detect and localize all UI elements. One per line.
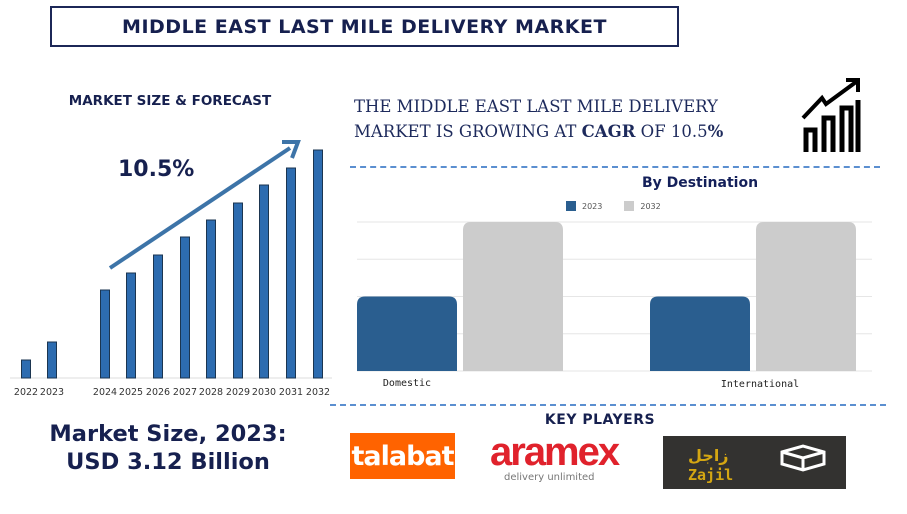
bar-2029 bbox=[233, 202, 243, 379]
talabat-logo: talabat bbox=[350, 433, 455, 479]
box-icon bbox=[780, 444, 826, 472]
market-size: Market Size, 2023: USD 3.12 Billion bbox=[18, 420, 318, 476]
bar-chart-trend-up-icon bbox=[801, 78, 861, 152]
headline-cagr: CAGR bbox=[581, 122, 636, 141]
forecast-heading: MARKET SIZE & FORECAST bbox=[68, 93, 272, 109]
headline-line-2: MARKET IS GROWING AT CAGR OF 10.5% bbox=[354, 119, 723, 144]
x-tick-label: 2026 bbox=[146, 387, 170, 398]
bar-2022 bbox=[21, 359, 31, 379]
legend-swatch bbox=[624, 201, 635, 211]
x-tick-label: 2024 bbox=[93, 387, 117, 398]
cagr-annotation: 10.5% bbox=[118, 157, 195, 182]
bar-international-2032 bbox=[756, 222, 856, 371]
divider bbox=[330, 404, 886, 406]
legend-swatch bbox=[566, 201, 576, 211]
x-category-label: International bbox=[721, 379, 799, 390]
aramex-wordmark: aramex bbox=[490, 430, 620, 474]
legend-label: 2032 bbox=[640, 201, 661, 211]
page-title: MIDDLE EAST LAST MILE DELIVERY MARKET bbox=[50, 6, 679, 47]
bar-2030 bbox=[259, 184, 269, 379]
market-size-value: USD 3.12 Billion bbox=[66, 449, 270, 475]
headline-percent: % bbox=[707, 122, 724, 141]
zajil-arabic: زاجل bbox=[688, 446, 729, 465]
x-tick-label: 2025 bbox=[119, 387, 143, 398]
key-players-title: KEY PLAYERS bbox=[544, 412, 656, 428]
headline-text: OF 10.5 bbox=[635, 122, 708, 141]
bar-2025 bbox=[126, 272, 136, 379]
bar-2026 bbox=[153, 254, 163, 379]
x-tick-label: 2022 bbox=[14, 387, 38, 398]
destination-chart-title: By Destination bbox=[641, 175, 759, 191]
zajil-logo: زاجل Zajil bbox=[663, 436, 846, 489]
x-category-label: Domestic bbox=[383, 378, 431, 389]
destination-bar-chart: Domestic International bbox=[357, 221, 872, 390]
bar-2023 bbox=[47, 341, 57, 379]
bar-international-2023 bbox=[650, 296, 750, 371]
bar-2031 bbox=[286, 167, 296, 379]
market-size-label: Market Size, 2023: bbox=[49, 421, 287, 447]
bar-domestic-2023 bbox=[357, 296, 457, 371]
x-tick-label: 2028 bbox=[199, 387, 223, 398]
arrow-head bbox=[282, 140, 301, 159]
aramex-tagline: delivery unlimited bbox=[504, 472, 595, 483]
x-tick-label: 2031 bbox=[279, 387, 303, 398]
zajil-wordmark: Zajil bbox=[688, 466, 734, 484]
legend-item-2023: 2023 bbox=[566, 201, 602, 211]
x-tick-label: 2023 bbox=[40, 387, 64, 398]
bar-2028 bbox=[206, 219, 216, 379]
x-tick-label: 2029 bbox=[226, 387, 250, 398]
legend-label: 2023 bbox=[582, 201, 603, 211]
bar-2024 bbox=[100, 289, 110, 379]
x-tick-label: 2027 bbox=[173, 387, 197, 398]
x-tick-label: 2032 bbox=[306, 387, 330, 398]
chart-legend: 2023 2032 bbox=[566, 201, 661, 211]
headline-line-1: THE MIDDLE EAST LAST MILE DELIVERY bbox=[354, 97, 718, 116]
growth-arrow-icon bbox=[108, 146, 292, 270]
divider bbox=[350, 166, 880, 168]
bar-domestic-2032 bbox=[463, 222, 563, 371]
bar-2032 bbox=[313, 149, 323, 379]
legend-item-2032: 2032 bbox=[624, 201, 661, 211]
forecast-bar-chart: 2022 2023 2024 2025 2026 2027 2028 2029 2030 2031… bbox=[10, 140, 332, 398]
bar-2027 bbox=[180, 236, 190, 379]
cagr-headline: THE MIDDLE EAST LAST MILE DELIVERY MARKE… bbox=[354, 94, 723, 144]
headline-text: MARKET IS GROWING AT bbox=[354, 122, 582, 141]
x-tick-label: 2030 bbox=[252, 387, 276, 398]
aramex-logo: aramex delivery unlimited bbox=[490, 432, 660, 483]
